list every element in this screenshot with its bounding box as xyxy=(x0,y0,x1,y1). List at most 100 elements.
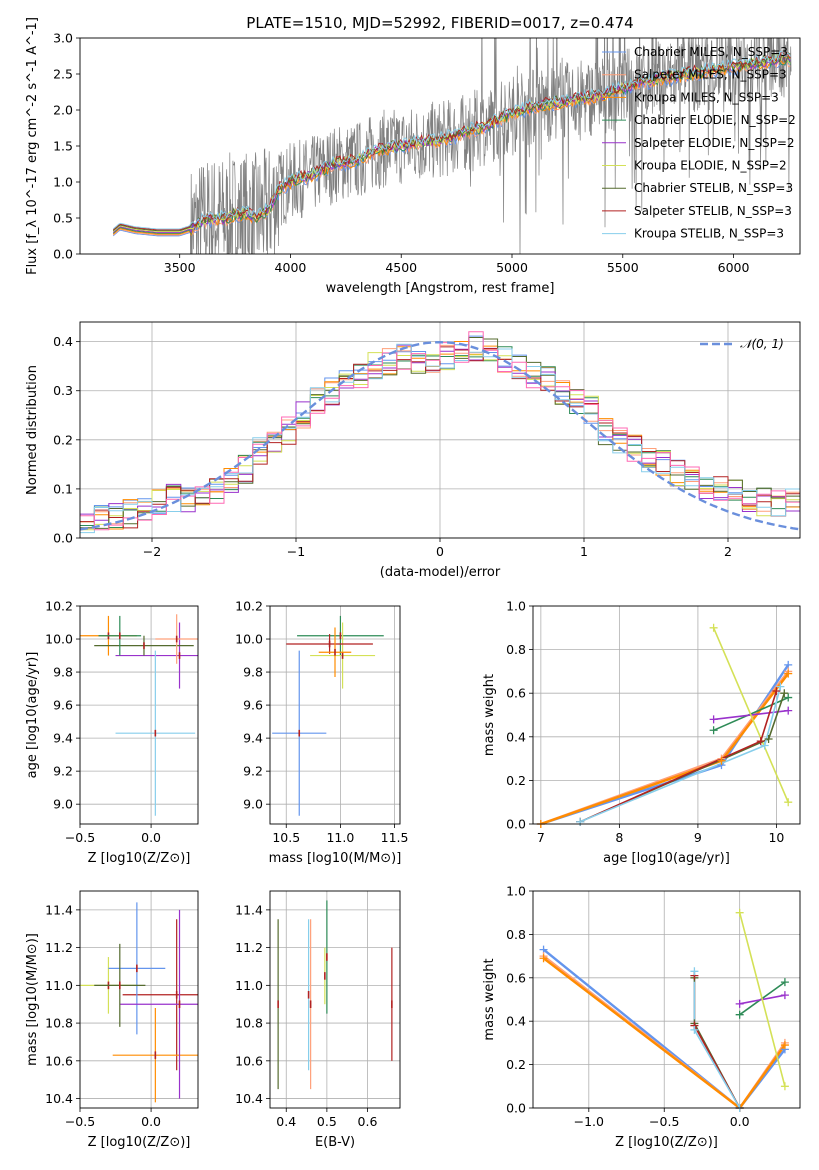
y-tick-label: 10.2 xyxy=(45,599,73,614)
y-tick-label: 10.6 xyxy=(45,1053,73,1068)
mass-weight-series xyxy=(542,957,786,1108)
y-tick-label: 9.2 xyxy=(53,764,73,779)
y-tick-label: 9.4 xyxy=(53,731,73,746)
y-axis-label: Normed distribution xyxy=(25,365,40,495)
axes-frame xyxy=(79,605,199,825)
x-axis-label: age [log10(age/yr)] xyxy=(603,851,730,866)
plot-area xyxy=(533,891,800,1108)
x-tick-label: −0.5 xyxy=(65,830,95,845)
legend-label: Kroupa MILES, N_SSP=3 xyxy=(634,90,779,104)
plus-marker xyxy=(756,737,765,746)
y-tick-label: 0.2 xyxy=(53,432,73,447)
x-tick-label: 0.6 xyxy=(358,1114,378,1129)
y-tick-label: 11.0 xyxy=(45,978,73,993)
plus-marker xyxy=(780,689,789,698)
mass-weight-series xyxy=(540,664,790,824)
x-axis-label: wavelength [Angstrom, rest frame] xyxy=(326,281,555,296)
x-tick-label: 5500 xyxy=(607,260,639,275)
y-tick-label: 0.0 xyxy=(506,817,526,832)
plus-marker xyxy=(690,967,699,976)
plus-marker xyxy=(735,999,744,1008)
y-tick-label: 11.4 xyxy=(45,902,73,917)
y-tick-label: 1.0 xyxy=(53,175,73,190)
x-tick-label: 10 xyxy=(768,830,784,845)
y-tick-label: 0.8 xyxy=(506,642,526,657)
y-tick-label: 0.3 xyxy=(53,383,73,398)
legend-label: Kroupa STELIB, N_SSP=3 xyxy=(634,227,784,241)
panel-mass_vs_Z: −0.5 0.0 10.4 10.6 10.8 11.0 11.2 11.4 Z [log10(… xyxy=(25,890,199,1150)
y-tick-label: 9.6 xyxy=(53,698,73,713)
panel-residuals: −2 −1 0 1 2 0.0 0.1 0.2 0.3 0.4 (data-model)/error… xyxy=(25,321,801,580)
x-tick-label: 0.0 xyxy=(730,1114,750,1129)
y-axis-label: mass weight xyxy=(482,958,497,1040)
y-axis-label: mass weight xyxy=(482,674,497,756)
x-tick-label: 0.0 xyxy=(141,1114,161,1129)
panel-age_vs_Z: −0.5 0.0 9.0 9.2 9.4 9.6 9.8 10.0 10.2 Z [log10(Z… xyxy=(25,599,199,866)
legend-label: 𝒩(0, 1) xyxy=(740,337,784,351)
panel-mass_vs_ebv: 0.4 0.5 0.6 10.4 10.6 10.8 11.0 11.2 11.4 E(B-V) xyxy=(235,890,401,1150)
model-spectrum xyxy=(112,50,791,230)
plus-marker xyxy=(784,693,793,702)
y-tick-label: 11.2 xyxy=(235,940,263,955)
axes-frame xyxy=(79,890,199,1109)
plot-area xyxy=(533,606,800,824)
axes-frame xyxy=(269,890,401,1109)
y-tick-label: 0.4 xyxy=(506,1014,526,1029)
plot-area xyxy=(80,891,198,1108)
legend-label: Salpeter STELIB, N_SSP=3 xyxy=(634,204,792,218)
mass-weight-series xyxy=(540,672,790,824)
y-tick-label: 0.2 xyxy=(506,773,526,788)
normal-distribution-curve xyxy=(80,340,800,531)
y-tick-label: 10.8 xyxy=(235,1016,263,1031)
y-tick-label: 0.6 xyxy=(506,970,526,985)
plus-marker xyxy=(780,1041,789,1050)
y-tick-label: 1.0 xyxy=(506,884,526,899)
y-tick-label: 0.8 xyxy=(506,927,526,942)
y-tick-label: 0.0 xyxy=(506,1101,526,1116)
x-tick-label: 0.4 xyxy=(276,1114,296,1129)
y-tick-label: 11.0 xyxy=(235,978,263,993)
x-tick-label: 2 xyxy=(724,544,732,559)
plus-marker xyxy=(709,715,718,724)
plot-area xyxy=(270,606,400,824)
x-tick-label: 4000 xyxy=(275,260,307,275)
plus-marker xyxy=(717,756,726,765)
mass-weight-series xyxy=(540,670,790,824)
plus-marker xyxy=(784,798,793,807)
plot-area xyxy=(270,891,400,1108)
plus-marker xyxy=(772,687,781,696)
plot-area xyxy=(80,606,198,824)
y-tick-label: 9.0 xyxy=(53,797,73,812)
y-tick-label: 0.5 xyxy=(53,211,73,226)
y-tick-label: 10.0 xyxy=(235,632,263,647)
mass-weight-series xyxy=(542,948,786,1108)
legend-label: Chabrier STELIB, N_SSP=3 xyxy=(634,181,793,195)
mass-weight-series xyxy=(738,912,786,1087)
x-tick-label: −0.5 xyxy=(65,1114,95,1129)
panel-spectrum: 3500 4000 4500 5000 5500 6000 0.0 0.5 1.0 1.5 2.0 2… xyxy=(25,17,801,296)
plus-marker xyxy=(780,978,789,987)
plus-marker xyxy=(539,954,548,963)
legend-label: Chabrier MILES, N_SSP=3 xyxy=(634,45,788,59)
x-tick-label: 4500 xyxy=(385,260,417,275)
y-tick-label: 9.2 xyxy=(243,764,263,779)
plus-marker xyxy=(784,706,793,715)
y-axis-label: Flux [f_λ 10^-17 erg cm^-2 s^-1 A^-1] xyxy=(25,17,40,275)
y-tick-label: 0.0 xyxy=(53,247,73,262)
y-tick-label: 0.4 xyxy=(506,729,526,744)
plus-marker xyxy=(576,817,585,826)
x-tick-label: 0 xyxy=(436,544,444,559)
x-tick-label: 10.5 xyxy=(272,830,300,845)
y-axis-label: mass [log10(M/M⊙)] xyxy=(25,933,40,1066)
y-tick-label: 1.5 xyxy=(53,139,73,154)
y-tick-label: 10.4 xyxy=(45,1091,73,1106)
x-tick-label: 11.0 xyxy=(326,830,354,845)
x-tick-label: 0.5 xyxy=(317,1114,337,1129)
axes-frame xyxy=(532,890,801,1109)
plus-marker xyxy=(780,1082,789,1091)
legend-label: Chabrier ELODIE, N_SSP=2 xyxy=(634,113,796,127)
y-tick-label: 0.0 xyxy=(53,531,73,546)
x-tick-label: −0.5 xyxy=(649,1114,679,1129)
y-tick-label: 0.2 xyxy=(506,1057,526,1072)
plus-marker xyxy=(709,726,718,735)
